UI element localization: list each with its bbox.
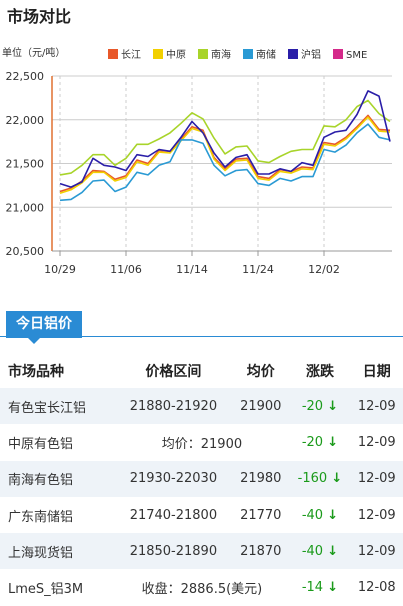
legend-swatch (288, 49, 298, 59)
price-table: 市场品种 价格区间 均价 涨跌 日期 有色宝长江铝 21880-21920 21… (0, 354, 403, 606)
col-header-date: 日期 (362, 364, 391, 380)
y-axis-label: 单位（元/吨） (2, 46, 65, 59)
market-name[interactable]: 中原有色铝 (8, 436, 74, 452)
y-tick-label: 20,500 (6, 245, 45, 258)
table-header-row: 市场品种 价格区间 均价 涨跌 日期 (0, 354, 403, 388)
tab-bar: 今日铝价 (0, 308, 403, 344)
price-date: 12-09 (357, 507, 396, 523)
down-arrow-icon: ↓ (327, 580, 339, 596)
x-tick-label: 12/02 (308, 263, 340, 276)
table-row[interactable]: 中原有色铝 均价：21900 -20 ↓ 12-09 (0, 424, 403, 460)
x-tick-label: 10/29 (44, 263, 76, 276)
series-line-长江 (59, 114, 391, 193)
down-arrow-icon: ↓ (327, 434, 339, 450)
price-date: 12-08 (357, 580, 396, 596)
legend-swatch (153, 49, 163, 59)
change-value: -20 (301, 434, 324, 450)
change-value: -40 (301, 543, 324, 559)
price-change: -20 ↓ (289, 388, 351, 425)
price-date: 12-09 (357, 434, 396, 450)
price-date: 12-09 (350, 388, 403, 425)
price-range: 21930-22030 (114, 460, 233, 497)
legend-label: SME (346, 50, 367, 61)
legend-swatch (108, 49, 118, 59)
legend-label: 南储 (256, 48, 276, 61)
col-header-range: 价格区间 (145, 364, 202, 380)
price-change: -40 ↓ (289, 533, 351, 570)
legend-label: 长江 (121, 49, 141, 61)
table-row[interactable]: 广东南储铝 21740-21800 21770 -40 ↓ 12-09 (0, 497, 403, 533)
change-value: -14 (301, 580, 324, 596)
legend-label: 中原 (166, 48, 186, 61)
down-arrow-icon: ↓ (327, 398, 339, 414)
series-line-南储 (59, 123, 391, 202)
x-tick-label: 11/24 (242, 263, 274, 276)
price-change: -160 ↓ (289, 460, 351, 497)
down-arrow-icon: ↓ (331, 471, 343, 487)
x-tick-label: 11/06 (110, 263, 142, 276)
avg-price: 21900 (232, 388, 290, 425)
y-tick-label: 21,500 (6, 158, 45, 171)
change-value: -20 (301, 398, 324, 414)
col-header-change: 涨跌 (305, 364, 334, 380)
market-name[interactable]: 有色宝长江铝 (0, 388, 115, 425)
price-change: -40 ↓ (289, 497, 350, 533)
legend-label: 南海 (211, 48, 231, 61)
page-title: 市场对比 (7, 7, 72, 26)
change-value: -40 (301, 507, 324, 523)
price-date: 12-09 (350, 460, 403, 497)
table-row[interactable]: 有色宝长江铝 21880-21920 21900 -20 ↓ 12-09 (0, 388, 403, 425)
series-line-南海 (59, 99, 391, 176)
table-row[interactable]: 南海有色铝 21930-22030 21980 -160 ↓ 12-09 (0, 460, 403, 497)
avg-price: 21770 (240, 507, 282, 523)
market-name[interactable]: 广东南储铝 (8, 509, 74, 525)
series-line-沪铝 (59, 90, 391, 188)
series-line-中原 (59, 116, 391, 195)
legend-swatch (243, 49, 253, 59)
price-chart: 单位（元/吨） 长江 中原 南海 南储 沪铝 SME 22,500 22,000 21,500 21… (0, 40, 403, 290)
legend-swatch (333, 49, 343, 59)
y-tick-label: 22,000 (6, 114, 45, 127)
market-name[interactable]: LmeS_铝3M (8, 582, 84, 598)
down-arrow-icon: ↓ (327, 507, 339, 523)
down-arrow-icon: ↓ (327, 543, 339, 559)
avg-price: 21870 (232, 533, 290, 570)
table-row[interactable]: 上海现货铝 21850-21890 21870 -40 ↓ 12-09 (0, 533, 403, 570)
table-row[interactable]: LmeS_铝3M 收盘：2886.5(美元) -14 ↓ 12-08 (0, 569, 403, 605)
avg-price: 均价：21900 (161, 436, 243, 452)
price-date: 12-09 (350, 533, 403, 570)
market-name[interactable]: 上海现货铝 (0, 533, 115, 570)
col-header-avg: 均价 (246, 364, 275, 380)
price-range: 21880-21920 (114, 388, 233, 425)
avg-price: 收盘：2886.5(美元) (141, 582, 263, 598)
chart-svg: 单位（元/吨） 长江 中原 南海 南储 沪铝 SME 22,500 22,000 21,500 21… (2, 46, 392, 276)
price-change: -14 ↓ (289, 569, 350, 605)
header: 市场对比 (0, 0, 403, 28)
tab-today-price[interactable]: 今日铝价 (6, 311, 82, 344)
y-tick-label: 21,000 (6, 201, 45, 214)
market-name[interactable]: 南海有色铝 (0, 460, 115, 497)
x-tick-label: 11/14 (176, 263, 208, 276)
col-header-market: 市场品种 (8, 364, 64, 380)
legend-label: 沪铝 (301, 48, 321, 61)
change-value: -160 (297, 471, 328, 487)
legend-swatch (198, 49, 208, 59)
price-range: 21850-21890 (114, 533, 233, 570)
price-range: 21740-21800 (129, 507, 218, 523)
y-tick-label: 22,500 (6, 70, 45, 83)
price-change: -20 ↓ (289, 424, 350, 460)
avg-price: 21980 (232, 460, 290, 497)
